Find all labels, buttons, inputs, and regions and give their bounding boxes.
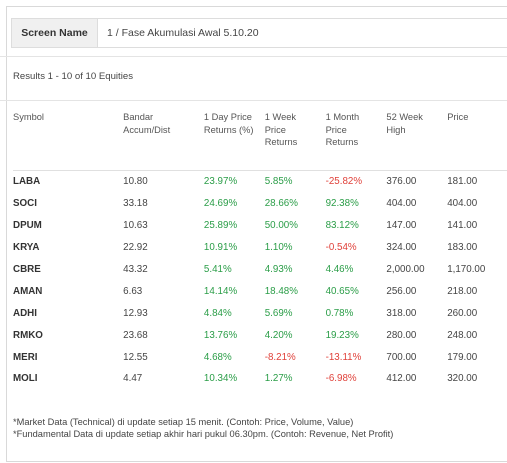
month-return-cell: 83.12%	[325, 220, 359, 232]
column-header[interactable]: 1 Week Price Returns	[264, 112, 298, 147]
table-row[interactable]: KRYA 22.92 10.91% 1.10% -0.54% 324.00 183.00	[13, 237, 507, 259]
bandar-cell: 33.18	[123, 198, 148, 210]
screener-panel	[6, 6, 507, 462]
day-return-cell: 23.97%	[203, 176, 238, 188]
week52-high-cell: 2,000.00	[386, 264, 425, 275]
month-return-cell: -0.54%	[325, 242, 357, 254]
column-header[interactable]: Symbol	[13, 112, 45, 122]
bandar-cell: 4.47	[123, 373, 143, 385]
bandar-cell: 43.32	[123, 264, 148, 275]
month-return-cell: 19.23%	[325, 329, 359, 341]
column-header[interactable]: 1 Day Price Returns (%)	[203, 112, 254, 135]
price-cell: 404.00	[447, 198, 478, 210]
price-cell: 181.00	[447, 176, 478, 188]
month-return-cell: 4.46%	[325, 264, 354, 275]
symbol-cell[interactable]: CBRE	[13, 264, 41, 275]
symbol-cell[interactable]: MERI	[13, 351, 38, 363]
symbol-cell[interactable]: RMKO	[13, 329, 43, 341]
divider	[0, 100, 507, 101]
symbol-cell[interactable]: AMAN	[13, 285, 43, 297]
bandar-cell: 22.92	[123, 242, 148, 254]
column-header[interactable]: 1 Month Price Returns	[325, 112, 360, 147]
week-return-cell: -8.21%	[264, 351, 296, 363]
month-return-cell: 92.38%	[325, 198, 359, 210]
bandar-cell: 10.63	[123, 220, 148, 232]
month-return-cell: 0.78%	[325, 307, 354, 319]
table-row[interactable]: ADHI 12.93 4.84% 5.69% 0.78% 318.00 260.00	[13, 302, 507, 324]
month-return-cell: -13.11%	[325, 351, 362, 363]
week-return-cell: 4.20%	[264, 329, 293, 341]
week52-high-cell: 256.00	[386, 285, 417, 297]
table-header: Symbol Bandar Accum/Dist 1 Day Price Ret…	[13, 109, 507, 171]
bandar-cell: 6.63	[123, 285, 143, 297]
symbol-cell[interactable]: DPUM	[13, 220, 42, 232]
symbol-cell[interactable]: MOLI	[13, 373, 38, 385]
price-cell: 183.00	[447, 242, 478, 254]
price-cell: 179.00	[447, 351, 478, 363]
price-cell: 320.00	[447, 373, 478, 385]
day-return-cell: 4.84%	[203, 307, 232, 319]
table-row[interactable]: DPUM 10.63 25.89% 50.00% 83.12% 147.00 141.00	[13, 215, 507, 237]
day-return-cell: 14.14%	[203, 285, 238, 297]
screen-name-bar: Screen Name 1 / Fase Akumulasi Awal 5.10…	[11, 18, 507, 48]
column-header[interactable]: Price	[447, 112, 469, 122]
table-row[interactable]: LABA 10.80 23.97% 5.85% -25.82% 376.00 181.00	[13, 171, 507, 193]
footnotes: *Market Data (Technical) di update setia…	[13, 416, 393, 440]
day-return-cell: 25.89%	[203, 220, 238, 232]
week-return-cell: 1.10%	[264, 242, 293, 254]
table-row[interactable]: SOCI 33.18 24.69% 28.66% 92.38% 404.00 404.00	[13, 193, 507, 215]
screen-name-value[interactable]: 1 / Fase Akumulasi Awal 5.10.20	[107, 27, 259, 39]
week52-high-cell: 324.00	[386, 242, 417, 254]
equities-table: Symbol Bandar Accum/Dist 1 Day Price Ret…	[13, 109, 507, 390]
table-row[interactable]: RMKO 23.68 13.76% 4.20% 19.23% 280.00 248.00	[13, 324, 507, 346]
table-row[interactable]: AMAN 6.63 14.14% 18.48% 40.65% 256.00 218.00	[13, 280, 507, 302]
column-header[interactable]: Bandar Accum/Dist	[123, 112, 171, 135]
table-row[interactable]: MOLI 4.47 10.34% 1.27% -6.98% 412.00 320.00	[13, 368, 507, 390]
price-cell: 260.00	[447, 307, 478, 319]
week-return-cell: 50.00%	[264, 220, 298, 232]
symbol-cell[interactable]: ADHI	[13, 307, 37, 319]
week-return-cell: 18.48%	[264, 285, 298, 297]
footnote-market: *Market Data (Technical) di update setia…	[13, 417, 354, 427]
footnote-fundamental: *Fundamental Data di update setiap akhir…	[13, 429, 394, 439]
divider	[0, 56, 507, 57]
week52-high-cell: 318.00	[386, 307, 417, 319]
price-cell: 1,170.00	[447, 264, 486, 275]
screen-name-label: Screen Name	[12, 19, 98, 47]
price-cell: 141.00	[447, 220, 478, 232]
day-return-cell: 5.41%	[203, 264, 232, 275]
week52-high-cell: 404.00	[386, 198, 417, 210]
month-return-cell: 40.65%	[325, 285, 359, 297]
month-return-cell: -25.82%	[325, 176, 363, 188]
table-row[interactable]: CBRE 43.32 5.41% 4.93% 4.46% 2,000.00 1,170.00	[13, 259, 507, 281]
week-return-cell: 1.27%	[264, 373, 293, 385]
table-row[interactable]: MERI 12.55 4.68% -8.21% -13.11% 700.00 179.00	[13, 346, 507, 368]
symbol-cell[interactable]: LABA	[13, 176, 41, 188]
bandar-cell: 10.80	[123, 176, 148, 188]
day-return-cell: 10.91%	[203, 242, 238, 254]
day-return-cell: 13.76%	[203, 329, 238, 341]
week52-high-cell: 376.00	[386, 176, 417, 188]
week-return-cell: 5.69%	[264, 307, 293, 319]
week-return-cell: 4.93%	[264, 264, 293, 275]
week52-high-cell: 412.00	[386, 373, 417, 385]
week52-high-cell: 280.00	[386, 329, 417, 341]
bandar-cell: 12.93	[123, 307, 148, 319]
bandar-cell: 12.55	[123, 351, 148, 363]
month-return-cell: -6.98%	[325, 373, 357, 385]
price-cell: 248.00	[447, 329, 478, 341]
bandar-cell: 23.68	[123, 329, 148, 341]
symbol-cell[interactable]: SOCI	[13, 198, 37, 210]
week-return-cell: 5.85%	[264, 176, 293, 188]
column-header[interactable]: 52 Week High	[386, 112, 423, 135]
week52-high-cell: 147.00	[386, 220, 417, 232]
results-count: Results 1 - 10 of 10 Equities	[13, 71, 133, 82]
day-return-cell: 4.68%	[203, 351, 232, 363]
symbol-cell[interactable]: KRYA	[13, 242, 40, 254]
price-cell: 218.00	[447, 285, 478, 297]
week-return-cell: 28.66%	[264, 198, 298, 210]
week52-high-cell: 700.00	[386, 351, 417, 363]
day-return-cell: 24.69%	[203, 198, 238, 210]
day-return-cell: 10.34%	[203, 373, 238, 385]
